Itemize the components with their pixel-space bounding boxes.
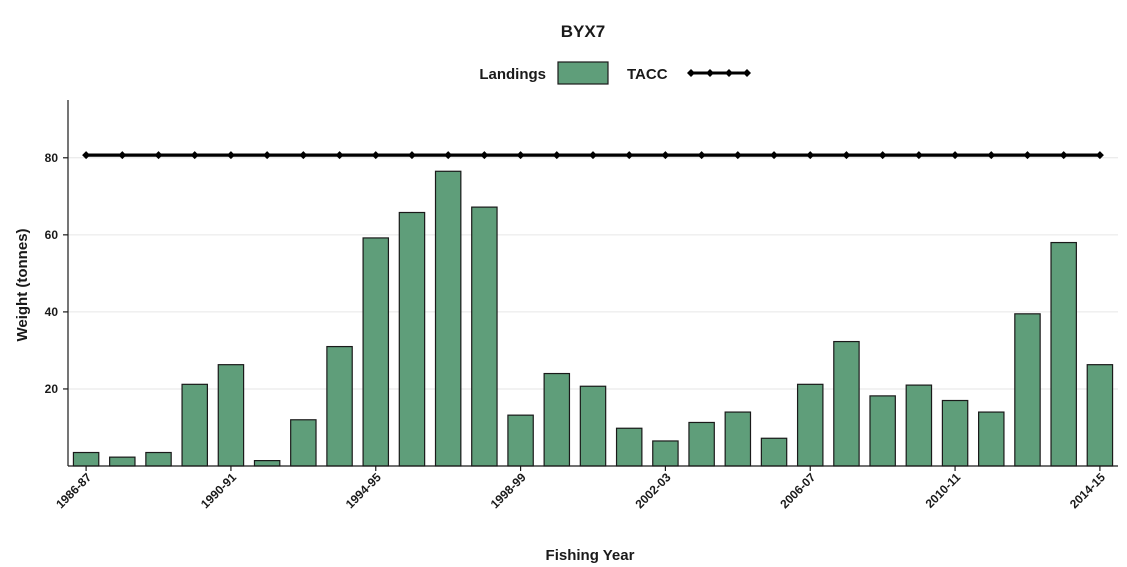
bar-landings-1991-92 [253, 460, 281, 467]
bar-landings-2013-14 [1050, 241, 1077, 467]
bar-landings-1992-93 [290, 419, 317, 467]
tacc-point-2000-01 [589, 151, 597, 160]
legend-label-landings: Landings [479, 66, 546, 83]
y-tick-label: 60 [45, 228, 59, 242]
y-tick-label: 20 [45, 382, 59, 396]
tacc-point-2007-08 [842, 151, 851, 160]
bar-landings-1993-94 [326, 345, 353, 467]
x-tick-label: 2014-15 [1067, 470, 1108, 511]
bar-landings-2000-01 [579, 385, 607, 467]
tacc-point-2008-09 [878, 151, 887, 160]
tacc-point-1997-98 [480, 151, 489, 160]
tacc-point-1996-97 [444, 151, 453, 160]
bar-landings-2006-07 [796, 383, 824, 467]
bar-landings-1989-90 [181, 383, 208, 467]
tacc-point-1990-91 [226, 151, 235, 160]
bar-landings-2012-13 [1014, 313, 1041, 467]
bar-landings-2011-12 [978, 411, 1005, 467]
tacc-line [82, 151, 1104, 160]
bar-landings-1990-91 [217, 364, 245, 467]
legend-line-tacc [687, 69, 751, 77]
tacc-point-2004-05 [733, 151, 742, 160]
x-axis-title: Fishing Year [546, 547, 635, 564]
tacc-point-1991-92 [263, 151, 272, 160]
tacc-point-1989-90 [190, 151, 199, 160]
tacc-point-2009-10 [914, 151, 923, 160]
tacc-point-1992-93 [299, 151, 308, 160]
tacc-point-2011-12 [987, 151, 996, 160]
tacc-point-1999-00 [552, 151, 561, 160]
x-tick-labels: 1986-87 1990-91 1994-95 1998-99 2002-03 2006-… [53, 466, 1108, 511]
y-tick-label: 40 [45, 305, 59, 319]
tacc-point-2006-07 [806, 151, 815, 160]
legend: Landings TACC [479, 61, 751, 85]
x-tick-label: 1990-91 [198, 470, 239, 511]
bar-landings-1996-97 [434, 170, 462, 467]
bar-landings-1997-98 [471, 206, 498, 467]
bar-landings-1999-00 [543, 372, 571, 467]
x-tick-label: 1986-87 [53, 470, 94, 511]
tacc-point-2002-03 [661, 151, 670, 160]
bar-landings-1998-99 [507, 414, 534, 467]
tacc-point-2012-13 [1023, 151, 1032, 160]
tacc-point-2003-04 [697, 151, 706, 160]
bar-landings-2002-03 [652, 440, 679, 467]
tacc-point-1994-95 [371, 151, 380, 160]
tacc-point-1987-88 [118, 151, 127, 160]
tacc-point-1988-89 [154, 151, 163, 160]
bar-landings-2008-09 [869, 395, 896, 467]
tacc-point-2010-11 [951, 151, 960, 160]
bar-landings-2007-08 [833, 340, 860, 467]
bar-landings-2001-02 [615, 427, 643, 467]
tacc-point-2013-14 [1059, 151, 1068, 160]
tacc-point-2014-15 [1095, 151, 1104, 160]
y-tick-label: 80 [45, 151, 59, 165]
y-tick-labels: 20 40 60 80 [45, 151, 68, 396]
x-tick-label: 1994-95 [343, 470, 384, 511]
legend-label-tacc: TACC [627, 66, 668, 83]
x-tick-label: 2002-03 [632, 470, 673, 511]
bar-landings-1994-95 [362, 237, 390, 467]
bar-landings-2004-05 [724, 411, 752, 467]
landings-bars [72, 170, 1114, 467]
tacc-point-2001-02 [625, 151, 634, 160]
bar-landings-1987-88 [109, 456, 136, 467]
bar-landings-2010-11 [941, 399, 969, 467]
tacc-point-1993-94 [335, 151, 344, 160]
tacc-point-1998-99 [516, 151, 525, 160]
x-tick-label: 2006-07 [777, 470, 818, 511]
gridlines [68, 157, 1118, 390]
bar-landings-2005-06 [760, 437, 788, 467]
x-tick-label: 2010-11 [923, 470, 964, 511]
bar-landings-1988-89 [145, 451, 172, 467]
x-tick-label: 1998-99 [488, 470, 529, 511]
bar-landings-1995-96 [398, 211, 426, 467]
axes [67, 100, 1118, 467]
bar-landings-2009-10 [905, 384, 933, 467]
legend-swatch-landings [557, 61, 609, 85]
tacc-point-1995-96 [407, 151, 416, 160]
tacc-point-2005-06 [770, 151, 779, 160]
bar-landings-2003-04 [688, 421, 715, 467]
chart-title: BYX7 [561, 22, 605, 41]
bar-landings-1986-87 [72, 451, 100, 467]
tacc-point-1986-87 [82, 151, 91, 160]
y-axis-title: Weight (tonnes) [14, 228, 31, 341]
bar-landings-2014-15 [1086, 364, 1114, 467]
